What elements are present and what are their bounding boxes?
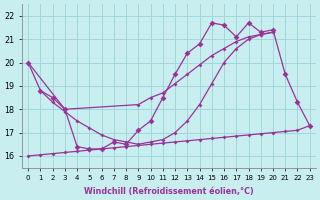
X-axis label: Windchill (Refroidissement éolien,°C): Windchill (Refroidissement éolien,°C) [84, 187, 254, 196]
